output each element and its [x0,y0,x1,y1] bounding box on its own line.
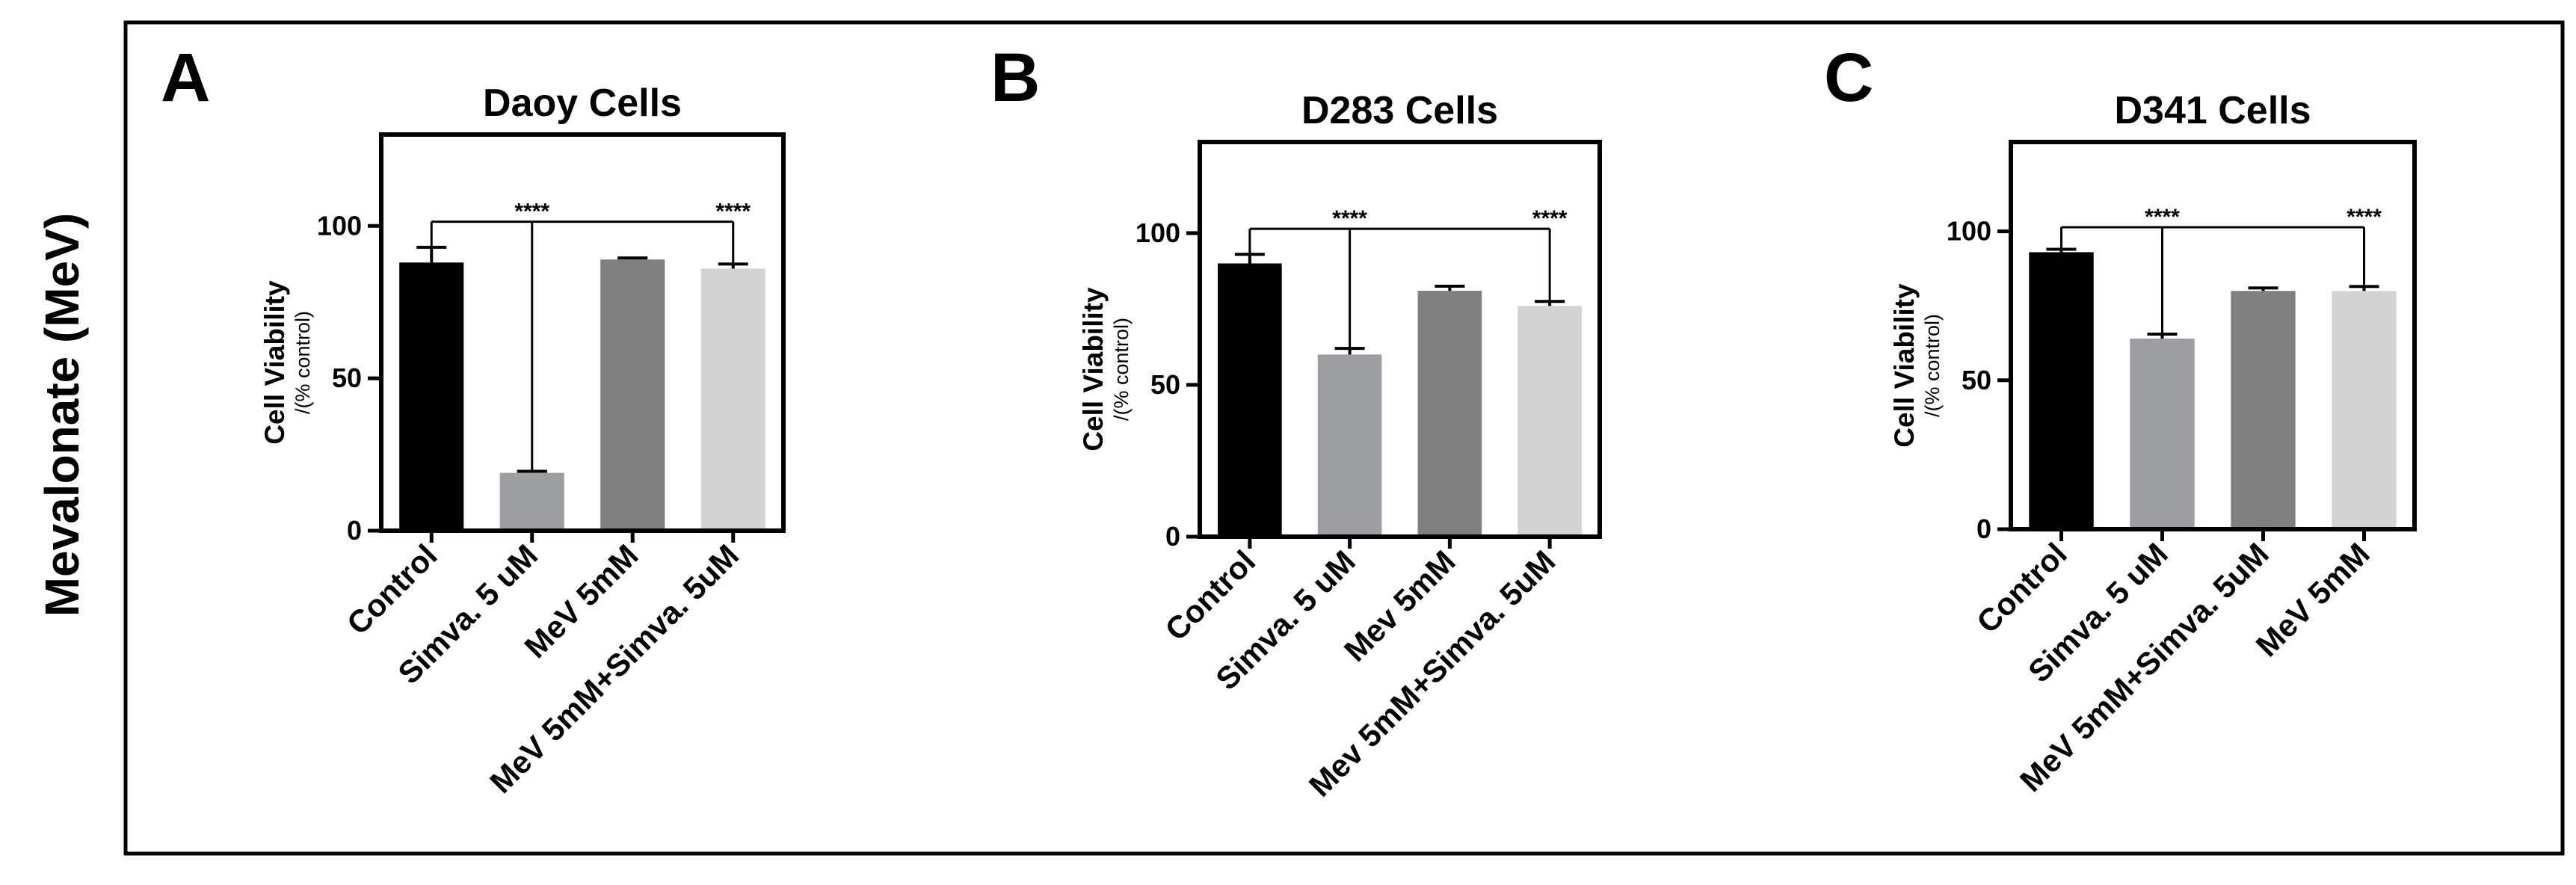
bar-1 [1218,263,1282,537]
y-tick-label-1: 0 [347,515,362,546]
y-axis-label: Cell Viability [1078,287,1109,451]
significance-label-1: **** [514,200,549,224]
bar-1 [2029,252,2094,529]
side-label: Mevalonate (MeV) [35,213,89,617]
significance-label-1: **** [2145,205,2180,229]
y-tick-label-3: 100 [1947,216,1991,247]
y-tick-label-3: 100 [317,210,362,241]
bar-2 [1317,354,1382,537]
plot-frame [379,132,786,533]
panel-letter: C [1824,40,1873,116]
y-tick-label-2: 50 [332,363,362,393]
bar-1 [399,262,464,531]
plot-frame [1198,140,1602,539]
bar-2 [499,472,564,531]
y-tick-label-3: 100 [1136,218,1180,248]
bar-4 [700,268,765,531]
y-axis-label: Cell Viability [1889,283,1920,448]
category-label-1: Control [1970,536,2074,640]
bar-4 [2332,291,2397,529]
y-tick-label-1: 0 [1165,521,1180,552]
y-axis-sublabel: /(% control) [1110,318,1133,421]
figure-border [123,20,2565,856]
bar-4 [1517,306,1582,537]
significance-label-2: **** [715,200,751,224]
category-label-1: Control [1158,543,1262,647]
y-axis-label: Cell Viability [259,280,290,445]
category-label-1: Control [340,537,444,641]
y-tick-label-2: 50 [1150,369,1180,400]
plot-frame [2009,140,2417,531]
panel-letter: B [990,40,1040,116]
significance-label-2: **** [1532,206,1568,231]
bar-3 [600,259,665,531]
significance-label-1: **** [1332,206,1367,231]
y-tick-label-2: 50 [1962,365,1991,395]
y-tick-label-1: 0 [1976,514,1991,544]
bar-3 [2231,291,2296,529]
significance-label-2: **** [2347,205,2382,229]
chart-title: D341 Cells [2114,89,2311,132]
y-axis-sublabel: /(% control) [292,311,314,414]
bar-3 [1417,291,1482,537]
chart-title: D283 Cells [1301,89,1498,132]
chart-title: Daoy Cells [483,81,682,125]
y-axis-sublabel: /(% control) [1921,314,1944,417]
bar-2 [2130,338,2195,529]
panel-letter: A [161,40,210,116]
